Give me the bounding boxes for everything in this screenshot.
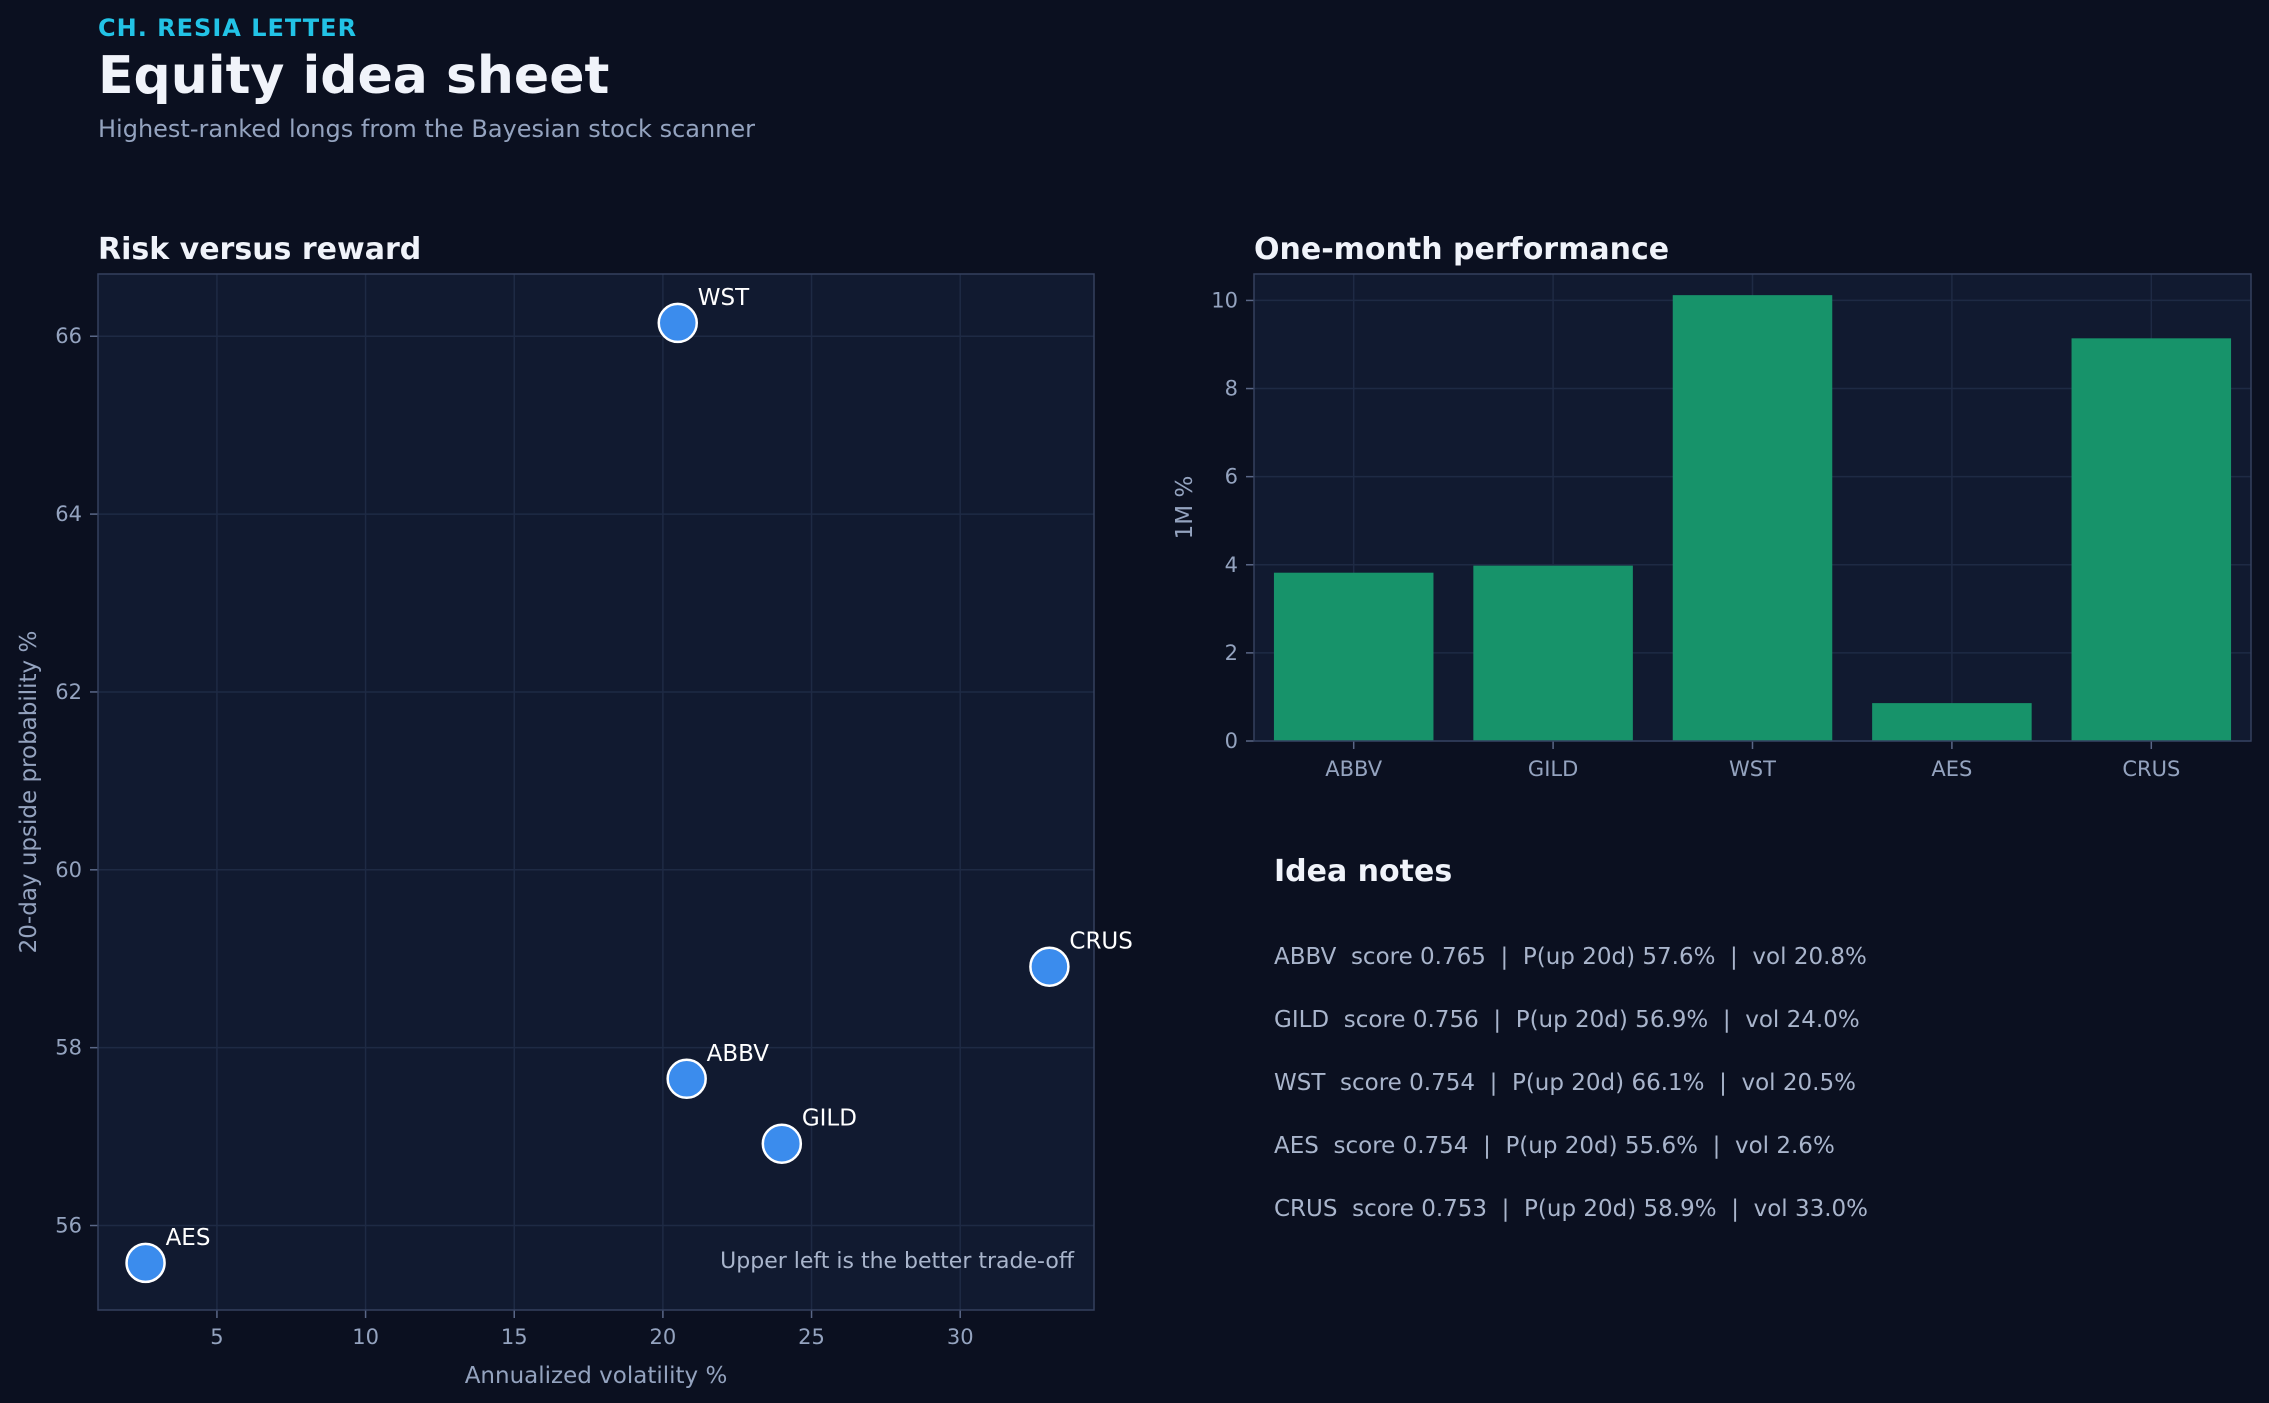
bar-chart-title: One-month performance <box>1254 232 1670 267</box>
scatter-y-tick-label: 66 <box>55 324 82 348</box>
scatter-point <box>657 302 699 344</box>
scatter-y-tick-label: 60 <box>55 858 82 882</box>
scatter-x-tick-label: 30 <box>947 1325 974 1349</box>
bar-x-tick-label: CRUS <box>2122 757 2180 781</box>
scatter-x-axis-label: Annualized volatility % <box>465 1363 728 1389</box>
scatter-annotation: Upper left is the better trade-off <box>720 1249 1075 1274</box>
bar-gild <box>1473 565 1633 741</box>
bar-aes <box>1872 703 2032 741</box>
kicker-label: CH. RESIA LETTER <box>98 14 358 42</box>
bar-frame <box>1253 273 2252 742</box>
bar-x-tick-label: AES <box>1931 757 1972 781</box>
scatter-frame <box>97 273 1095 1311</box>
scatter-x-tick-label: 25 <box>798 1325 825 1349</box>
bar-y-tick-label: 4 <box>1225 553 1238 577</box>
scatter-point-label: CRUS <box>1069 929 1132 955</box>
note-line: GILD score 0.756 | P(up 20d) 56.9% | vol… <box>1274 1007 1860 1033</box>
bar-y-tick-label: 6 <box>1225 465 1238 489</box>
scatter-x-tick-label: 5 <box>210 1325 223 1349</box>
bar-abbv <box>1273 572 1434 741</box>
bar-x-tick-label: GILD <box>1528 757 1578 781</box>
scatter-title: Risk versus reward <box>98 232 422 267</box>
bar-wst <box>1672 295 1833 741</box>
note-line: ABBV score 0.765 | P(up 20d) 57.6% | vol… <box>1274 944 1867 970</box>
scatter-point-label: WST <box>698 285 750 311</box>
bar-y-axis-label: 1M % <box>1172 476 1198 540</box>
bar-y-tick-label: 8 <box>1225 377 1238 401</box>
note-line: CRUS score 0.753 | P(up 20d) 58.9% | vol… <box>1274 1196 1869 1222</box>
scatter-plot-area <box>98 274 1094 1310</box>
bar-y-tick-label: 10 <box>1211 288 1238 312</box>
bar-crus <box>2071 338 2232 741</box>
bar-y-tick-label: 0 <box>1225 729 1238 753</box>
bar-x-tick-label: ABBV <box>1325 757 1383 781</box>
scatter-point <box>761 1123 803 1164</box>
scatter-x-tick-label: 20 <box>650 1325 677 1349</box>
scatter-x-tick-label: 10 <box>352 1325 379 1349</box>
scatter-y-tick-label: 56 <box>55 1214 82 1238</box>
scatter-y-tick-label: 58 <box>55 1036 82 1060</box>
scatter-y-axis-label: 20-day upside probability % <box>16 631 42 954</box>
scatter-point <box>666 1058 707 1100</box>
scatter-x-tick-label: 15 <box>501 1325 528 1349</box>
scatter-point <box>1029 946 1070 987</box>
page-subtitle: Highest-ranked longs from the Bayesian s… <box>98 115 756 143</box>
scatter-point-label: AES <box>166 1225 211 1251</box>
note-line: AES score 0.754 | P(up 20d) 55.6% | vol … <box>1274 1133 1835 1159</box>
scatter-point <box>125 1242 166 1284</box>
note-line: WST score 0.754 | P(up 20d) 66.1% | vol … <box>1274 1070 1856 1096</box>
scatter-point-label: ABBV <box>707 1041 770 1067</box>
scatter-y-tick-label: 64 <box>55 502 82 526</box>
scatter-y-tick-label: 62 <box>55 680 82 704</box>
notes-title: Idea notes <box>1274 854 1453 889</box>
scatter-point-label: GILD <box>802 1106 857 1132</box>
bar-y-tick-label: 2 <box>1225 641 1238 665</box>
bar-x-tick-label: WST <box>1729 757 1776 781</box>
page-title: Equity idea sheet <box>98 46 610 106</box>
